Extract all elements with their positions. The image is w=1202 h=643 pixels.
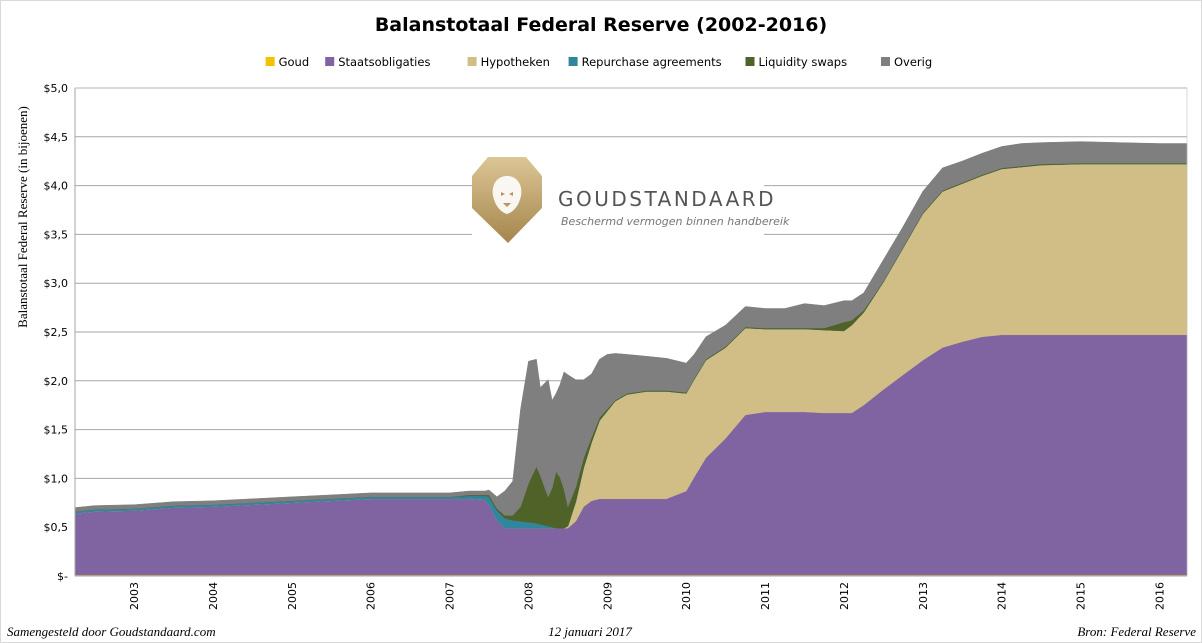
- axes: [74, 87, 1188, 577]
- x-tick-label: 2008: [523, 582, 536, 610]
- legend-label-overig: Overig: [894, 55, 932, 69]
- x-tick-labels: 2003 2004 2005 2006 2007 2008 2009 2010 2011 2012…: [128, 582, 1166, 610]
- y-tick-labels: $- $0,5 $1,0 $1,5 $2,0 $2,5 $3,0 $3,5 $4,0 $4,5 $5…: [44, 82, 69, 583]
- legend-swatch-goud: [265, 57, 275, 66]
- x-tick-label: 2012: [838, 582, 851, 610]
- plot-border: [74, 87, 1188, 577]
- footer-credit: Samengesteld door Goudstandaard.com: [7, 624, 216, 639]
- x-tick-label: 2014: [996, 582, 1009, 610]
- x-tick-label: 2005: [286, 582, 299, 610]
- legend-label-goud: Goud: [279, 55, 310, 69]
- y-tick-label: $1,5: [44, 424, 69, 437]
- chart-title: Balanstotaal Federal Reserve (2002-2016): [375, 14, 827, 36]
- lion-shield-icon: [472, 157, 542, 243]
- footer-source: Bron: Federal Reserve: [1077, 624, 1196, 639]
- x-tick-label: 2003: [128, 582, 141, 610]
- x-tick-label: 2004: [207, 582, 220, 610]
- y-tick-label: $5,0: [44, 82, 69, 95]
- y-tick-label: $1,0: [44, 472, 69, 485]
- legend-swatch-staatsobligaties: [325, 57, 335, 66]
- y-tick-label: $4,0: [44, 180, 69, 193]
- legend-swatch-repurchase-agreements: [568, 57, 578, 66]
- x-tick-label: 2016: [1153, 582, 1166, 610]
- footer-date: 12 januari 2017: [548, 624, 632, 639]
- x-tick-label: 2011: [759, 582, 772, 610]
- legend-label-repurchase-agreements: Repurchase agreements: [582, 55, 722, 69]
- y-tick-label: $2,0: [44, 375, 69, 388]
- legend: Goud Staatsobligaties Hypotheken Repurchase…: [265, 55, 932, 69]
- x-tick-label: 2009: [601, 582, 614, 610]
- x-tick-label: 2013: [917, 582, 930, 610]
- watermark-tagline: Beschermd vermogen binnen handbereik: [561, 215, 790, 228]
- legend-swatch-liquidity-swaps: [745, 57, 755, 66]
- watermark-brand: GOUDSTANDAARD: [558, 187, 776, 211]
- x-tick-label: 2015: [1075, 582, 1088, 610]
- y-axis-label: Balanstotaal Federal Reserve (in bijoene…: [15, 106, 30, 328]
- x-tick-label: 2007: [444, 582, 457, 610]
- legend-label-staatsobligaties: Staatsobligaties: [338, 55, 430, 69]
- x-tick-label: 2010: [680, 582, 693, 610]
- goudstandaard-watermark: GOUDSTANDAARD Beschermd vermogen binnen …: [472, 157, 790, 243]
- y-tick-label: $2,5: [44, 326, 69, 339]
- legend-label-liquidity-swaps: Liquidity swaps: [759, 55, 848, 69]
- legend-swatch-hypotheken: [467, 57, 477, 66]
- y-tick-label: $0,5: [44, 521, 69, 534]
- y-tick-label: $-: [57, 570, 68, 583]
- y-tick-label: $3,0: [44, 277, 69, 290]
- legend-swatch-overig: [881, 57, 890, 66]
- y-tick-label: $3,5: [44, 228, 69, 241]
- y-tick-label: $4,5: [44, 131, 69, 144]
- legend-label-hypotheken: Hypotheken: [481, 55, 550, 69]
- x-tick-label: 2006: [365, 582, 378, 610]
